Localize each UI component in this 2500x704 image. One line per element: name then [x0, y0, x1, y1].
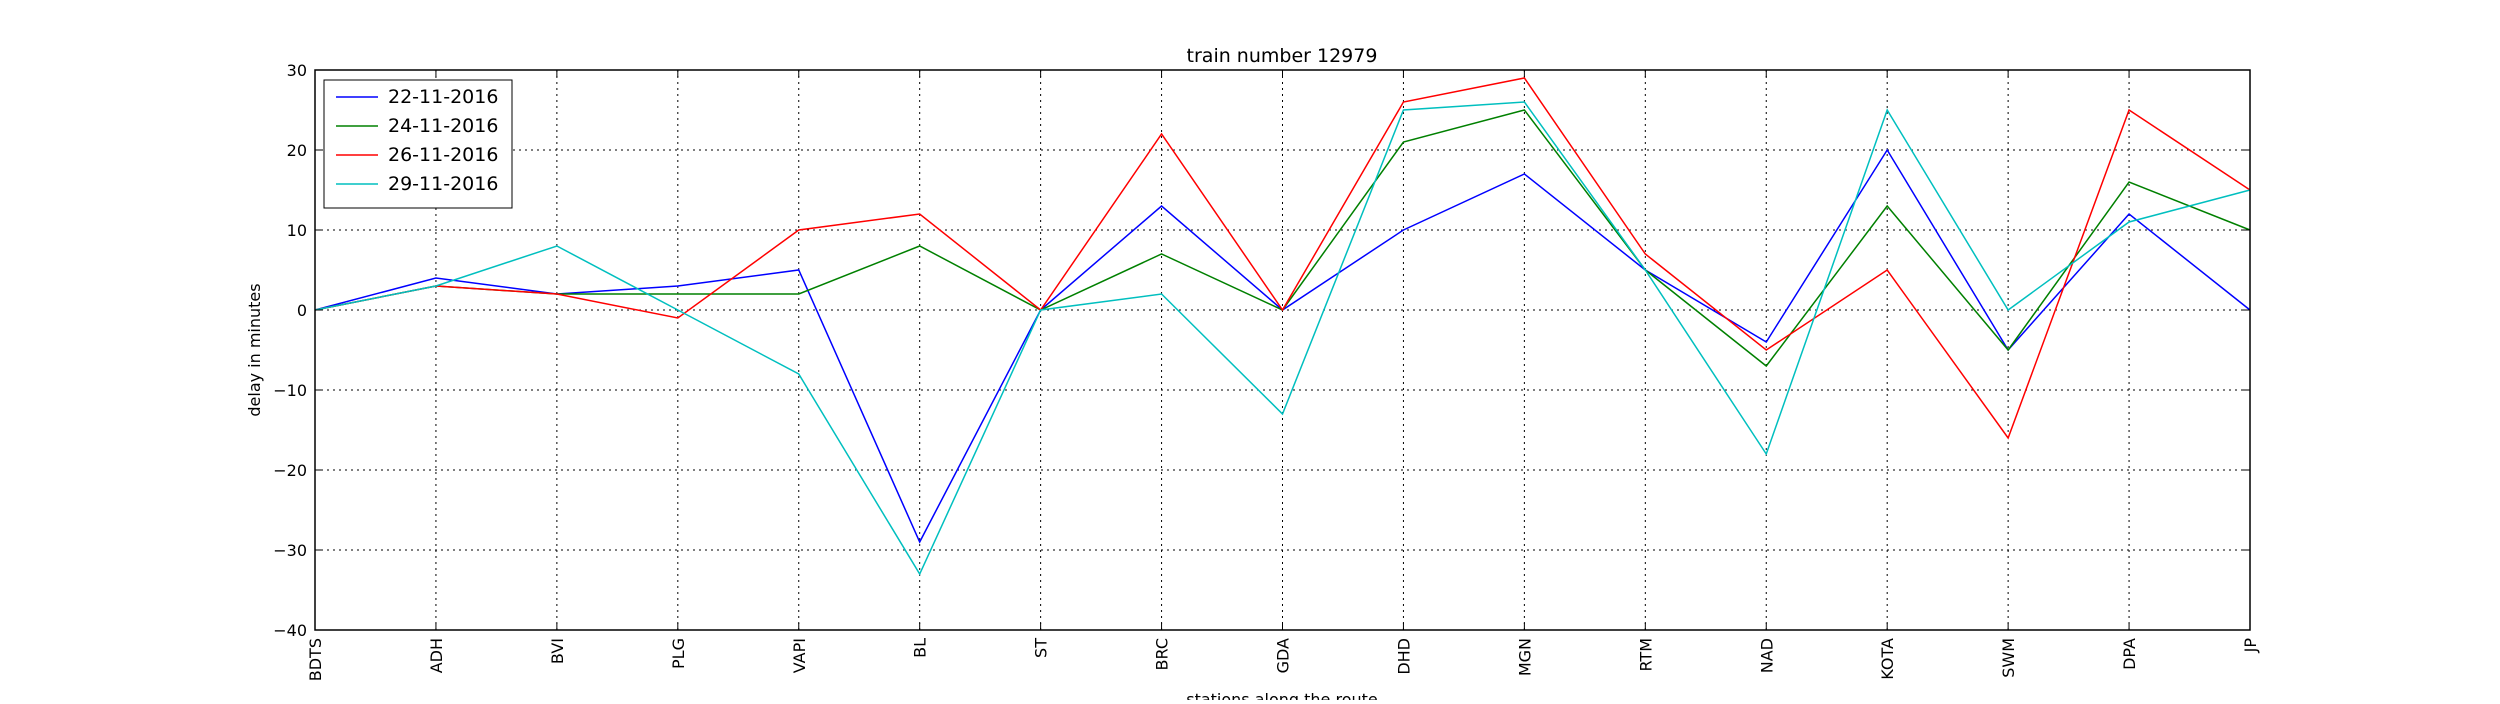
- y-tick-label: 20: [287, 141, 307, 160]
- x-tick-label: VAPI: [790, 638, 809, 673]
- y-tick-label: −20: [273, 461, 307, 480]
- x-tick-label: KOTA: [1878, 638, 1897, 680]
- legend-label: 29-11-2016: [388, 173, 498, 195]
- y-tick-label: −40: [273, 621, 307, 640]
- legend: 22-11-2016 24-11-2016 26-11-2016 29-11-2016: [323, 79, 513, 209]
- x-tick-label: BRC: [1153, 638, 1172, 670]
- x-tick-label: PLG: [669, 638, 688, 669]
- x-tick-label: BVI: [548, 638, 567, 664]
- x-tick-label: BL: [911, 638, 930, 658]
- x-tick-label: SWM: [1999, 638, 2018, 678]
- x-tick-label: RTM: [1636, 638, 1655, 672]
- x-tick-label: JP: [2241, 638, 2260, 654]
- x-tick-label: MGN: [1515, 638, 1534, 676]
- y-tick-label: −10: [273, 381, 307, 400]
- legend-label: 26-11-2016: [388, 144, 498, 166]
- legend-label: 22-11-2016: [388, 86, 498, 108]
- y-axis-label: delay in minutes: [245, 283, 264, 416]
- axes: BDTS ADH BVI PLG VAPI BL ST BRC GDA DHD MGN RTM NAD K…: [273, 61, 2260, 681]
- x-tick-label: BDTS: [306, 638, 325, 681]
- plot-background: [315, 70, 2250, 630]
- y-tick-label: 0: [297, 301, 307, 320]
- series-lines: [314, 77, 2251, 576]
- legend-box: [323, 79, 513, 209]
- series-line-4: [314, 101, 2251, 576]
- x-tick-label: ADH: [427, 638, 446, 673]
- chart-title: train number 12979: [1187, 45, 1378, 67]
- x-tick-label: DHD: [1394, 638, 1413, 675]
- x-tick-label: ST: [1032, 638, 1051, 658]
- series-line-3: [314, 77, 2251, 440]
- y-tick-label: −30: [273, 541, 307, 560]
- y-tick-label: 10: [287, 221, 307, 240]
- y-tick-label: 30: [287, 61, 307, 80]
- x-tick-label: GDA: [1274, 638, 1293, 673]
- x-tick-label: DPA: [2120, 638, 2139, 670]
- legend-label: 24-11-2016: [388, 115, 498, 137]
- x-axis-label: stations along the route: [1186, 690, 1378, 700]
- x-tick-label: NAD: [1757, 638, 1776, 673]
